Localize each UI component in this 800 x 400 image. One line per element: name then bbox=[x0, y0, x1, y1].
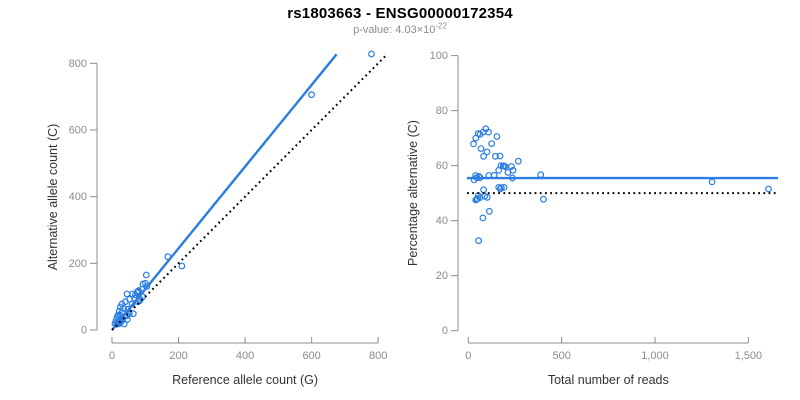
data-point bbox=[488, 140, 496, 148]
data-point bbox=[480, 186, 488, 194]
y-tick-label: 200 bbox=[69, 258, 87, 270]
y-tick-label: 0 bbox=[442, 325, 448, 337]
y-tick-label: 400 bbox=[69, 191, 87, 203]
data-point bbox=[368, 50, 375, 58]
data-point bbox=[497, 184, 505, 192]
y-tick-label: 40 bbox=[436, 215, 448, 227]
data-point bbox=[496, 152, 504, 160]
data-points bbox=[111, 50, 375, 328]
data-point bbox=[501, 163, 509, 171]
y-tick-label: 600 bbox=[69, 124, 87, 136]
data-point bbox=[142, 271, 150, 279]
data-point bbox=[135, 287, 143, 295]
data-point bbox=[143, 282, 151, 290]
y-tick-label: 60 bbox=[436, 160, 448, 172]
data-point bbox=[475, 237, 483, 245]
x-axis-title: Total number of reads bbox=[548, 373, 669, 387]
data-point bbox=[472, 134, 480, 142]
data-point bbox=[474, 195, 482, 203]
data-point bbox=[496, 185, 504, 193]
data-point bbox=[708, 178, 716, 186]
x-tick-label: 0 bbox=[109, 350, 115, 362]
data-point bbox=[483, 193, 491, 201]
figure-title: rs1803663 - ENSG00000172354 bbox=[287, 5, 513, 22]
data-point bbox=[537, 171, 545, 179]
x-tick-label: 200 bbox=[169, 350, 187, 362]
data-point bbox=[483, 148, 491, 156]
data-point bbox=[473, 196, 480, 203]
x-axis-title: Reference allele count (G) bbox=[172, 373, 318, 387]
data-point bbox=[514, 157, 522, 165]
data-point bbox=[486, 207, 493, 215]
y-tick-label: 20 bbox=[436, 270, 448, 282]
data-point bbox=[308, 91, 316, 99]
y-tick-label: 80 bbox=[436, 105, 448, 117]
data-point bbox=[470, 140, 477, 148]
data-point bbox=[477, 145, 485, 153]
data-point bbox=[480, 152, 488, 160]
y-tick-label: 800 bbox=[69, 58, 87, 70]
y-tick-label: 100 bbox=[430, 50, 448, 62]
data-point bbox=[129, 310, 137, 318]
pvalue-exponent: -22 bbox=[435, 21, 447, 31]
data-point bbox=[495, 183, 503, 191]
x-tick-label: 0 bbox=[465, 350, 471, 362]
x-tick-label: 1,500 bbox=[735, 350, 763, 362]
data-point bbox=[178, 262, 186, 270]
x-tick-label: 1,000 bbox=[641, 350, 669, 362]
figure-subtitle: p-value: 4.03×10-22 bbox=[0, 21, 800, 36]
left-panel-allele-counts: 0 200 400 600 800 0 200 400 600 800 Reference alle… bbox=[46, 50, 387, 387]
data-point bbox=[493, 133, 501, 140]
pvalue-text: p-value: 4.03×10 bbox=[353, 24, 436, 36]
data-point bbox=[492, 152, 499, 160]
data-point bbox=[765, 185, 772, 193]
x-tick-label: 400 bbox=[236, 350, 254, 362]
data-point bbox=[504, 169, 512, 176]
y-axis-title: Alternative allele count (C) bbox=[46, 124, 60, 271]
data-point bbox=[123, 290, 131, 298]
x-tick-label: 600 bbox=[302, 350, 320, 362]
right-panel-percentage-reads: 0 20 40 60 80 100 0 500 1,000 1,500 Total number o… bbox=[406, 50, 778, 387]
fit-line bbox=[111, 53, 338, 331]
data-point bbox=[479, 214, 487, 222]
y-tick-label: 0 bbox=[81, 325, 87, 337]
data-points bbox=[470, 125, 772, 245]
identity-line bbox=[111, 55, 387, 331]
x-tick-label: 500 bbox=[552, 350, 570, 362]
y-axis-title: Percentage alternative (C) bbox=[406, 120, 420, 266]
data-point bbox=[540, 195, 547, 203]
x-tick-label: 800 bbox=[369, 350, 387, 362]
